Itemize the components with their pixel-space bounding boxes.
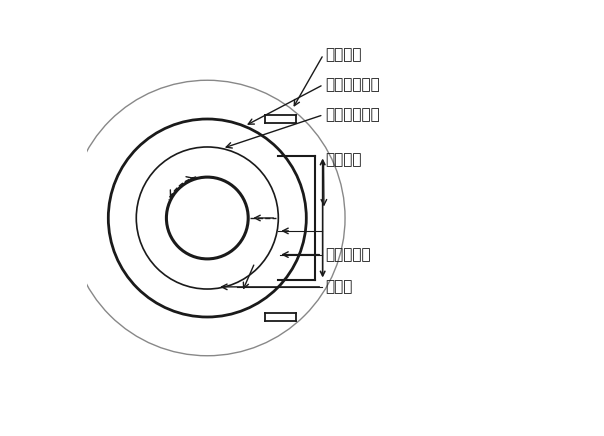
- Text: 多孔介质层: 多孔介质层: [326, 247, 371, 262]
- Text: 开孔宽度: 开孔宽度: [326, 153, 362, 167]
- Text: 其他方向吸液: 其他方向吸液: [326, 77, 381, 92]
- Text: 垂直方向吸液: 垂直方向吸液: [326, 107, 381, 122]
- Text: 金属外壳: 金属外壳: [326, 47, 362, 62]
- Text: 储油仓: 储油仓: [326, 279, 353, 294]
